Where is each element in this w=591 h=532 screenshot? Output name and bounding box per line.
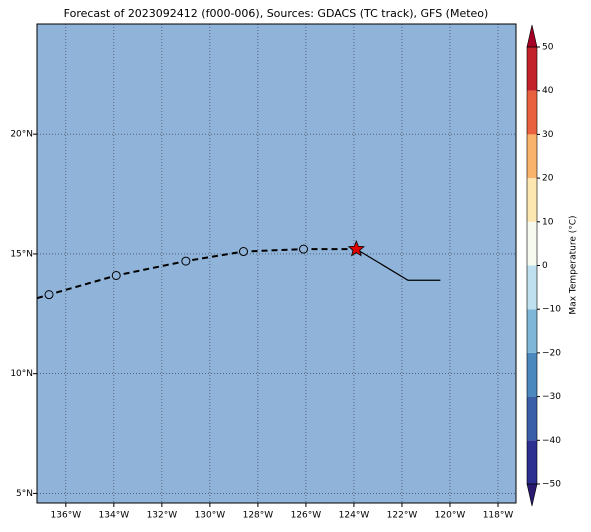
colorbar-bin <box>527 440 537 484</box>
colorbar-tick-label: −30 <box>542 392 561 402</box>
colorbar-tick-label: 50 <box>542 43 554 53</box>
colorbar-over <box>526 24 538 48</box>
colorbar-tick-label: −40 <box>542 436 561 446</box>
colorbar-tick-label: 0 <box>542 261 548 271</box>
colorbar-bin <box>527 178 537 222</box>
colorbar-bin <box>527 134 537 179</box>
colorbar-tick-label: 10 <box>542 217 554 227</box>
x-tick-label: 134°W <box>99 511 130 521</box>
y-tick-label: 20°N <box>10 130 33 140</box>
colorbar-bin <box>527 221 537 266</box>
colorbar-under <box>526 483 538 507</box>
colorbar-bin <box>527 309 537 353</box>
map-background <box>37 24 516 503</box>
y-tick-label: 10°N <box>10 369 33 379</box>
y-tick-label: 5°N <box>16 489 33 499</box>
x-tick-label: 124°W <box>339 511 370 521</box>
colorbar-tick-label: −20 <box>542 348 561 358</box>
track-point <box>111 270 121 280</box>
x-tick-label: 122°W <box>387 511 418 521</box>
x-tick-label: 130°W <box>195 511 226 521</box>
x-tick-label: 136°W <box>51 511 82 521</box>
colorbar-tick-label: −10 <box>542 305 561 315</box>
x-tick-label: 128°W <box>243 511 274 521</box>
colorbar-tick-label: 40 <box>542 86 554 96</box>
map-frame <box>36 23 517 504</box>
colorbar-label: Max Temperature (°C) <box>569 215 579 314</box>
colorbar-tick-label: −50 <box>542 480 561 490</box>
y-tick-label: 15°N <box>10 249 33 259</box>
track-point <box>299 244 309 254</box>
x-tick-label: 118°W <box>483 511 514 521</box>
colorbar-bin <box>527 352 537 397</box>
colorbar-tick-label: 30 <box>542 130 554 140</box>
colorbar-bin <box>527 396 537 441</box>
title: Forecast of 2023092412 (f000-006), Sourc… <box>64 7 489 20</box>
current-position <box>347 240 365 257</box>
x-tick-label: 120°W <box>435 511 466 521</box>
x-tick-label: 132°W <box>147 511 178 521</box>
x-tick-label: 126°W <box>291 511 322 521</box>
colorbar-bin <box>527 265 537 310</box>
forecast-line <box>356 248 441 281</box>
colorbar-bin <box>527 47 537 91</box>
track-point <box>181 256 191 266</box>
track-point <box>238 247 248 257</box>
colorbar-bin <box>527 90 537 135</box>
colorbar-tick-label: 20 <box>542 174 554 184</box>
track-point <box>44 290 54 300</box>
